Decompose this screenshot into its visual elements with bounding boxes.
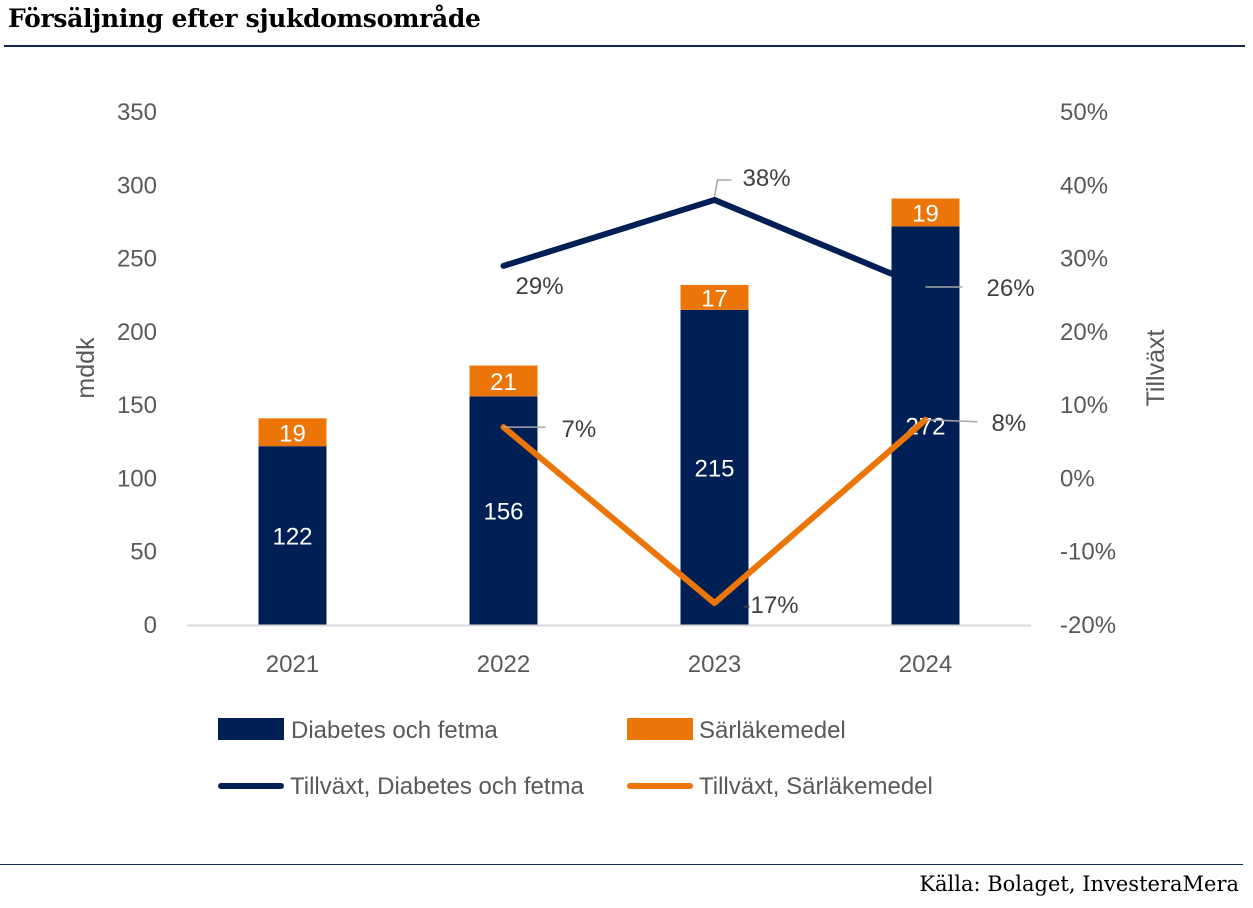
y-tick-label: 150	[117, 392, 157, 419]
y2-tick-label: 10%	[1060, 392, 1108, 419]
footer-rule	[0, 864, 1243, 865]
leader-line	[925, 419, 978, 423]
x-tick-label: 2023	[688, 651, 741, 678]
y-tick-label: 250	[117, 246, 157, 273]
bar-label-sarlakemedel: 21	[490, 369, 517, 396]
bar-sarlakemedel-2024	[891, 198, 960, 227]
y-tick-label: 0	[144, 612, 157, 639]
y-tick-label: 200	[117, 319, 157, 346]
title-rule	[4, 45, 1245, 47]
line-label-sarlakemedel: -17%	[743, 592, 799, 619]
bar-diabetes-2024	[891, 226, 960, 625]
source-note: Källa: Bolaget, InvesteraMera	[919, 872, 1239, 896]
x-tick-label: 2024	[899, 651, 952, 678]
legend-label-diabetes: Diabetes och fetma	[291, 717, 498, 744]
bar-diabetes-2022	[469, 396, 538, 625]
y-tick-label: 100	[117, 465, 157, 492]
y2-tick-label: -20%	[1060, 612, 1116, 639]
bar-label-diabetes: 156	[483, 499, 523, 526]
bar-label-sarlakemedel: 19	[912, 200, 939, 227]
legend-label-tillvaxt-diabetes: Tillväxt, Diabetes och fetma	[290, 773, 585, 800]
bar-diabetes-2021	[258, 446, 327, 625]
y-axis-title: mddk	[72, 337, 100, 399]
line-label-diabetes: 29%	[516, 273, 564, 300]
bar-label-diabetes: 215	[694, 455, 734, 482]
line-label-diabetes: 26%	[987, 275, 1035, 302]
y2-tick-label: 40%	[1060, 172, 1108, 199]
y2-tick-label: 30%	[1060, 246, 1108, 273]
line-tillvaxt-diabetes	[500, 196, 929, 291]
bar-sarlakemedel-2023	[680, 284, 749, 310]
x-tick-label: 2021	[266, 651, 319, 678]
y-tick-label: 350	[117, 99, 157, 126]
x-tick-label: 2022	[477, 651, 530, 678]
bar-label-sarlakemedel: 19	[279, 420, 306, 447]
y-tick-label: 50	[130, 539, 157, 566]
legend-swatch-sarlakemedel	[627, 718, 693, 740]
y2-tick-label: 50%	[1060, 99, 1108, 126]
leader-line	[713, 179, 732, 198]
bar-diabetes-2023	[680, 309, 749, 625]
bar-label-diabetes: 122	[272, 524, 312, 551]
y2-tick-label: 0%	[1060, 465, 1095, 492]
bar-label-sarlakemedel: 17	[701, 285, 728, 312]
y2-tick-label: 20%	[1060, 319, 1108, 346]
bar-sarlakemedel-2022	[469, 365, 538, 397]
legend-swatch-diabetes	[218, 718, 284, 740]
y2-tick-label: -10%	[1060, 539, 1116, 566]
page-title: Försäljning efter sjukdomsområde	[8, 4, 481, 33]
bar-sarlakemedel-2021	[258, 418, 327, 447]
y-tick-label: 300	[117, 172, 157, 199]
line-label-sarlakemedel: 7%	[562, 416, 597, 443]
y2-axis-title: Tillväxt	[1142, 330, 1170, 407]
legend-label-tillvaxt-sarlakemedel: Tillväxt, Särläkemedel	[699, 773, 933, 800]
line-label-sarlakemedel: 8%	[992, 410, 1027, 437]
line-label-diabetes: 38%	[743, 165, 791, 192]
legend-label-sarlakemedel: Särläkemedel	[699, 717, 846, 744]
